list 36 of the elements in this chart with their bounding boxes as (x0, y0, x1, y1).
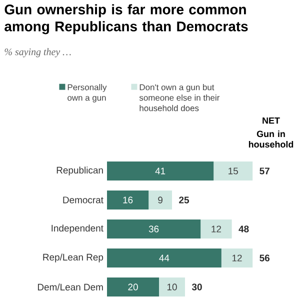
y-tick-label: Dem/Lean Dem (38, 284, 103, 290)
total-label: 57 (260, 168, 270, 174)
data-label: 36 (148, 226, 159, 232)
data-label: 16 (123, 196, 133, 204)
y-tick-label: Independent (52, 224, 104, 234)
chart-subtitle: % saying they … (4, 48, 71, 58)
data-label: 10 (167, 284, 177, 290)
bar (221, 248, 253, 268)
data-label: 12 (212, 226, 221, 232)
total-label: 30 (192, 284, 202, 290)
text: Gun in household (248, 130, 294, 148)
data-label: 12 (232, 254, 242, 262)
total-label: 56 (260, 254, 270, 262)
bar (107, 162, 214, 180)
bar (107, 278, 159, 296)
y-tick-label: Rep/Lean Rep (43, 254, 104, 262)
total-label: 25 (179, 196, 189, 204)
bar (214, 162, 253, 180)
y-tick-label: Democrat (63, 196, 104, 204)
data-label: 44 (159, 254, 170, 262)
legend-label: Don't own a gun but someone else in their household does (139, 84, 220, 112)
bar (107, 220, 201, 238)
total-label: 48 (238, 226, 249, 232)
data-label: 9 (158, 196, 162, 204)
bar (200, 220, 232, 238)
text: NET (262, 118, 280, 124)
data-label: 15 (228, 168, 238, 174)
bar (148, 190, 172, 210)
legend-label: Personally own a gun (68, 84, 107, 102)
chart-title: Gun ownership is far more common among Republicans than Democrats (4, 4, 248, 34)
data-label: 20 (128, 284, 138, 290)
bar (159, 278, 185, 296)
data-label: 41 (155, 168, 166, 174)
bar (107, 248, 222, 268)
y-tick-label: Republican (56, 166, 103, 176)
bar (107, 190, 149, 210)
